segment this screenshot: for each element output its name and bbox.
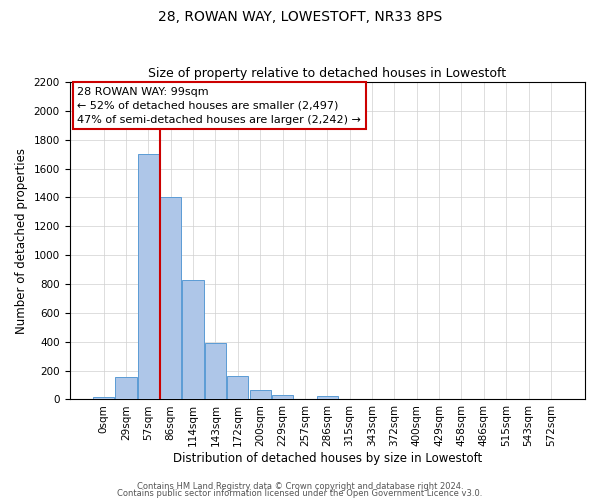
Bar — [160, 198, 181, 400]
X-axis label: Distribution of detached houses by size in Lowestoft: Distribution of detached houses by size … — [173, 452, 482, 465]
Bar — [317, 396, 338, 400]
Bar — [227, 376, 248, 400]
Title: Size of property relative to detached houses in Lowestoft: Size of property relative to detached ho… — [148, 66, 506, 80]
Bar — [250, 390, 271, 400]
Text: 28, ROWAN WAY, LOWESTOFT, NR33 8PS: 28, ROWAN WAY, LOWESTOFT, NR33 8PS — [158, 10, 442, 24]
Text: 28 ROWAN WAY: 99sqm
← 52% of detached houses are smaller (2,497)
47% of semi-det: 28 ROWAN WAY: 99sqm ← 52% of detached ho… — [77, 87, 361, 125]
Bar — [115, 377, 137, 400]
Bar — [272, 395, 293, 400]
Text: Contains HM Land Registry data © Crown copyright and database right 2024.: Contains HM Land Registry data © Crown c… — [137, 482, 463, 491]
Bar — [137, 154, 159, 400]
Y-axis label: Number of detached properties: Number of detached properties — [15, 148, 28, 334]
Bar — [205, 343, 226, 400]
Bar — [93, 396, 114, 400]
Text: Contains public sector information licensed under the Open Government Licence v3: Contains public sector information licen… — [118, 489, 482, 498]
Bar — [182, 280, 203, 400]
